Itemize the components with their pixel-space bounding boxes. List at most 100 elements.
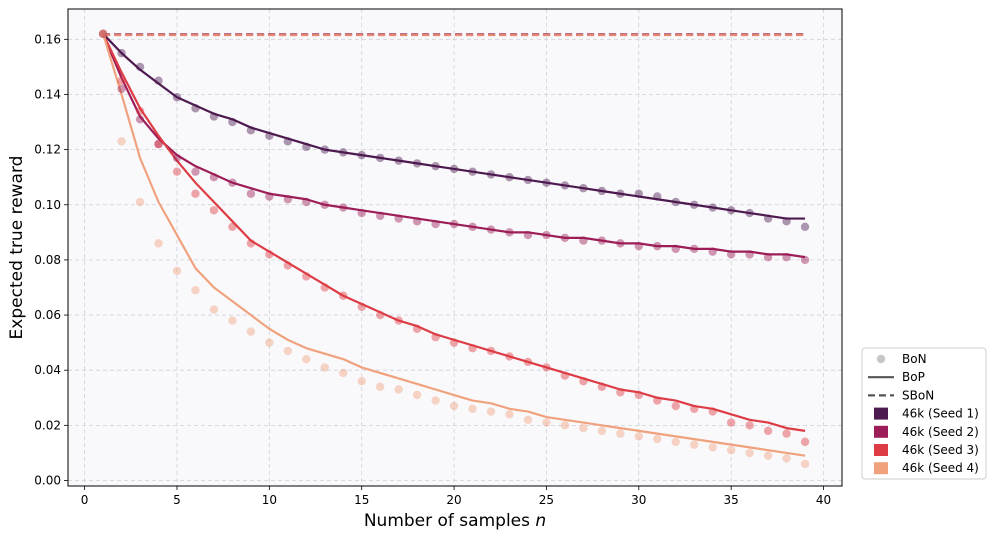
bon-point-seed4 (228, 316, 237, 325)
x-axis-label: Number of samples n (364, 511, 546, 531)
bon-point-seed3 (209, 206, 219, 215)
bon-point-seed1 (560, 181, 570, 190)
bon-point-seed4 (597, 426, 607, 436)
legend-label-seed2: 46k (Seed 2) (902, 425, 979, 439)
bon-point-seed2 (154, 139, 163, 149)
sbon-lines (103, 33, 806, 37)
bon-point-seed3 (339, 291, 348, 300)
bon-point-seed4 (708, 443, 717, 452)
x-tick-label: 35 (724, 493, 739, 507)
bon-point-seed4 (375, 382, 385, 391)
bon-point-seed2 (98, 29, 108, 39)
bon-point-seed1 (431, 161, 440, 171)
bon-point-seed3 (523, 357, 533, 367)
bon-point-seed2 (690, 244, 699, 254)
bon-point-seed1 (505, 172, 514, 182)
legend-bon-marker (876, 354, 886, 364)
bon-point-seed4 (154, 239, 163, 248)
bon-point-seed2 (542, 230, 551, 240)
plot-area (68, 9, 842, 486)
bon-point-seed3 (357, 302, 366, 311)
bon-point-seed4 (191, 286, 200, 295)
bon-point-seed4 (117, 137, 126, 146)
bon-point-seed2 (431, 219, 440, 229)
bon-point-seed1 (486, 170, 496, 179)
bon-point-seed2 (172, 153, 182, 163)
bon-point-seed2 (449, 219, 459, 229)
bon-point-seed4 (542, 418, 551, 427)
bon-point-seed4 (560, 421, 570, 430)
y-tick-label: 0.14 (34, 87, 61, 101)
y-tick-label: 0.16 (34, 32, 61, 46)
x-tick-label: 0 (81, 493, 89, 507)
bon-point-seed2 (486, 225, 496, 234)
x-tick-label: 10 (262, 493, 277, 507)
bon-point-seed4 (745, 448, 754, 458)
y-tick-label: 0.04 (34, 363, 61, 377)
bon-point-seed3 (763, 426, 773, 436)
bon-point-seed1 (98, 29, 108, 39)
bon-point-seed2 (375, 211, 385, 220)
bon-point-seed4 (800, 459, 810, 469)
bon-point-seed2 (468, 222, 477, 232)
bon-point-seed4 (246, 327, 256, 336)
bon-point-seed2 (302, 197, 311, 207)
bon-point-seed4 (468, 404, 477, 413)
bop-line-seed4 (102, 33, 806, 457)
bon-point-seed3 (449, 338, 459, 347)
y-tick-label: 0.02 (34, 418, 61, 432)
bon-point-seed3 (671, 401, 680, 411)
bon-point-seed4 (486, 407, 496, 416)
bon-point-seed3 (486, 346, 496, 356)
bon-point-seed1 (209, 112, 219, 121)
bop-line-seed3 (102, 33, 806, 432)
bon-point-seed3 (191, 189, 200, 198)
bon-point-seed3 (320, 283, 329, 292)
bon-point-seed2 (228, 178, 237, 187)
bon-point-seed1 (172, 93, 182, 102)
bon-point-seed2 (191, 167, 200, 176)
bon-point-seed2 (135, 115, 145, 124)
bon-point-seed2 (597, 236, 607, 245)
y-tick-label: 0.10 (34, 198, 61, 212)
bon-point-seed3 (172, 167, 182, 176)
legend: BoN BoP SBoN 46k (Seed 1) 46k (Seed 2) 46k (S… (861, 347, 987, 480)
bon-point-seed3 (412, 324, 422, 334)
bon-point-seed1 (339, 148, 348, 157)
bon-point-seed1 (616, 189, 625, 198)
bon-point-seed2 (800, 255, 810, 265)
bon-point-seed4 (671, 437, 680, 447)
bon-point-seed1 (228, 117, 237, 127)
bon-point-seed1 (394, 156, 403, 165)
bon-point-seed4 (763, 451, 773, 460)
y-tick-label: 0.06 (34, 308, 61, 322)
bon-point-seed3 (265, 250, 274, 259)
bon-point-seed1 (542, 178, 551, 187)
bon-point-seed3 (708, 407, 717, 416)
legend-label-sbon: SBoN (902, 388, 934, 402)
bon-point-seed2 (394, 214, 403, 223)
bon-point-seed4 (172, 266, 182, 276)
bon-point-seed4 (726, 445, 736, 455)
bon-point-seed3 (228, 222, 237, 232)
bon-point-seed4 (690, 440, 699, 449)
bon-point-seed3 (653, 396, 662, 405)
bon-point-seed3 (726, 418, 736, 427)
bon-point-seed4 (302, 354, 311, 364)
bon-point-seed4 (339, 368, 348, 378)
bon-point-seed2 (505, 228, 514, 237)
bon-point-seed3 (560, 371, 570, 380)
x-tick-label: 20 (446, 493, 461, 507)
bon-point-seed1 (117, 48, 126, 58)
x-tick-label: 40 (816, 493, 831, 507)
bon-point-seed1 (745, 208, 754, 218)
bon-point-seed4 (505, 410, 514, 419)
bon-point-seed3 (505, 352, 514, 361)
bon-point-seed2 (523, 230, 533, 240)
bon-point-seed1 (653, 192, 662, 201)
legend-label-bon: BoN (902, 352, 927, 366)
bon-point-seed1 (690, 200, 699, 209)
bon-point-seed1 (468, 167, 477, 176)
bon-point-seed1 (302, 142, 311, 152)
bon-point-seed3 (394, 316, 403, 325)
